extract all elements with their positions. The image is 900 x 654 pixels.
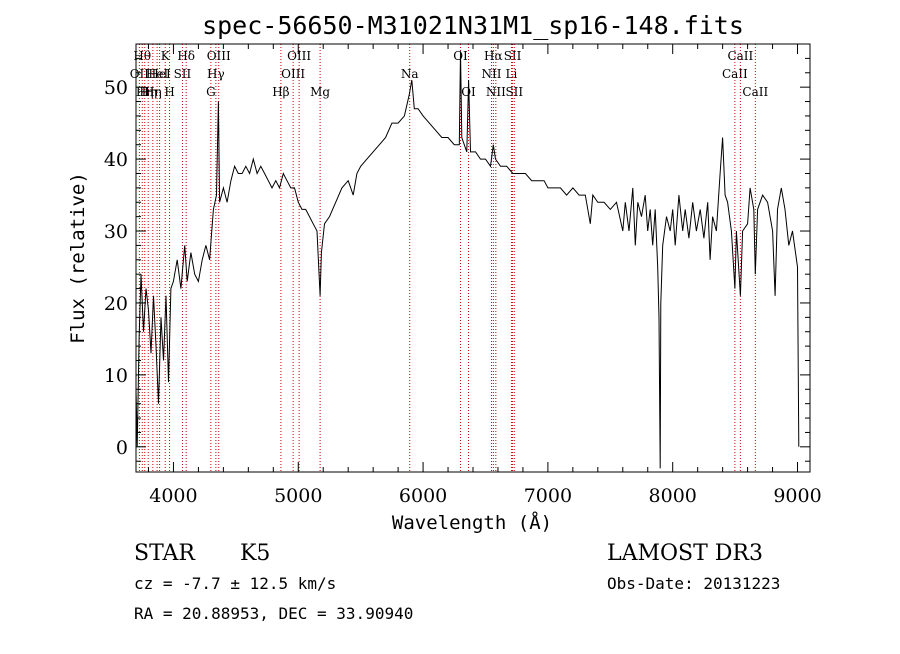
line-marker-label: HeI <box>146 67 169 81</box>
x-tick-label: 7000 <box>524 485 572 507</box>
x-tick-label: 6000 <box>399 485 447 507</box>
line-marker-label: SII <box>504 49 522 63</box>
x-axis: 4000 5000 6000 7000 8000 9000 <box>147 44 822 507</box>
line-marker-label: OIII <box>287 49 311 63</box>
line-marker-label: CaII <box>727 49 753 63</box>
line-marker-label: Hη <box>144 85 162 99</box>
line-marker-label: K <box>161 49 171 63</box>
line-marker-label: Hγ <box>207 67 225 81</box>
x-tick-label: 5000 <box>274 485 322 507</box>
line-marker-label: Mg <box>310 85 330 99</box>
flux-series-line <box>135 51 800 469</box>
line-marker-label: HeI <box>148 67 171 81</box>
x-tick-label: 8000 <box>649 485 697 507</box>
line-marker-label: NII <box>486 85 506 99</box>
line-marker-label: Hη <box>136 85 154 99</box>
object-type-label: STAR <box>134 541 196 566</box>
line-marker-label: CaII <box>722 67 748 81</box>
line-marker-label: Hδ <box>177 49 195 63</box>
x-tick-label: 9000 <box>773 485 821 507</box>
line-marker-label: H <box>164 85 174 99</box>
line-marker-label: NII <box>481 67 501 81</box>
line-marker-label: Hα <box>484 49 503 63</box>
line-marker-label: G <box>206 85 216 99</box>
line-marker-label: CaII <box>742 85 768 99</box>
y-tick-label: 0 <box>116 437 128 459</box>
x-tick-label: 4000 <box>149 485 197 507</box>
y-tick-label: 20 <box>104 293 128 315</box>
y-axis: 0 10 20 30 40 50 <box>104 43 810 462</box>
survey-label: LAMOST DR3 <box>607 541 763 566</box>
subclass-label: K5 <box>240 541 270 566</box>
y-tick-label: 30 <box>104 221 128 243</box>
x-axis-label: Wavelength (Å) <box>392 511 552 534</box>
y-tick-label: 10 <box>104 365 128 387</box>
y-tick-label: 40 <box>104 149 128 171</box>
line-marker-label: SII <box>174 67 192 81</box>
line-marker-label: SII <box>505 85 523 99</box>
y-axis-label: Flux (relative) <box>67 172 89 344</box>
line-marker-label: Li <box>506 67 518 81</box>
line-marker-label: OIII <box>281 67 305 81</box>
plot-frame <box>135 43 811 473</box>
chart-title: spec-56650-M31021N31M1_sp16-148.fits <box>202 11 744 40</box>
line-marker-label: Hβ <box>272 85 289 99</box>
spectral-line-markers: OIIHθHηHηHηHeIHeIKHSIIHδGHγOIIIHβOIIIOII… <box>130 44 768 472</box>
line-marker-label: Hθ <box>133 49 151 63</box>
line-marker-label: Na <box>401 67 419 81</box>
redshift-label: cz = -7.7 ± 12.5 km/s <box>134 574 336 593</box>
y-tick-label: 50 <box>104 77 128 99</box>
obs-date-label: Obs-Date: 20131223 <box>607 574 780 593</box>
line-marker-label: OIII <box>207 49 231 63</box>
coordinates-label: RA = 20.88953, DEC = 33.90940 <box>134 604 413 623</box>
